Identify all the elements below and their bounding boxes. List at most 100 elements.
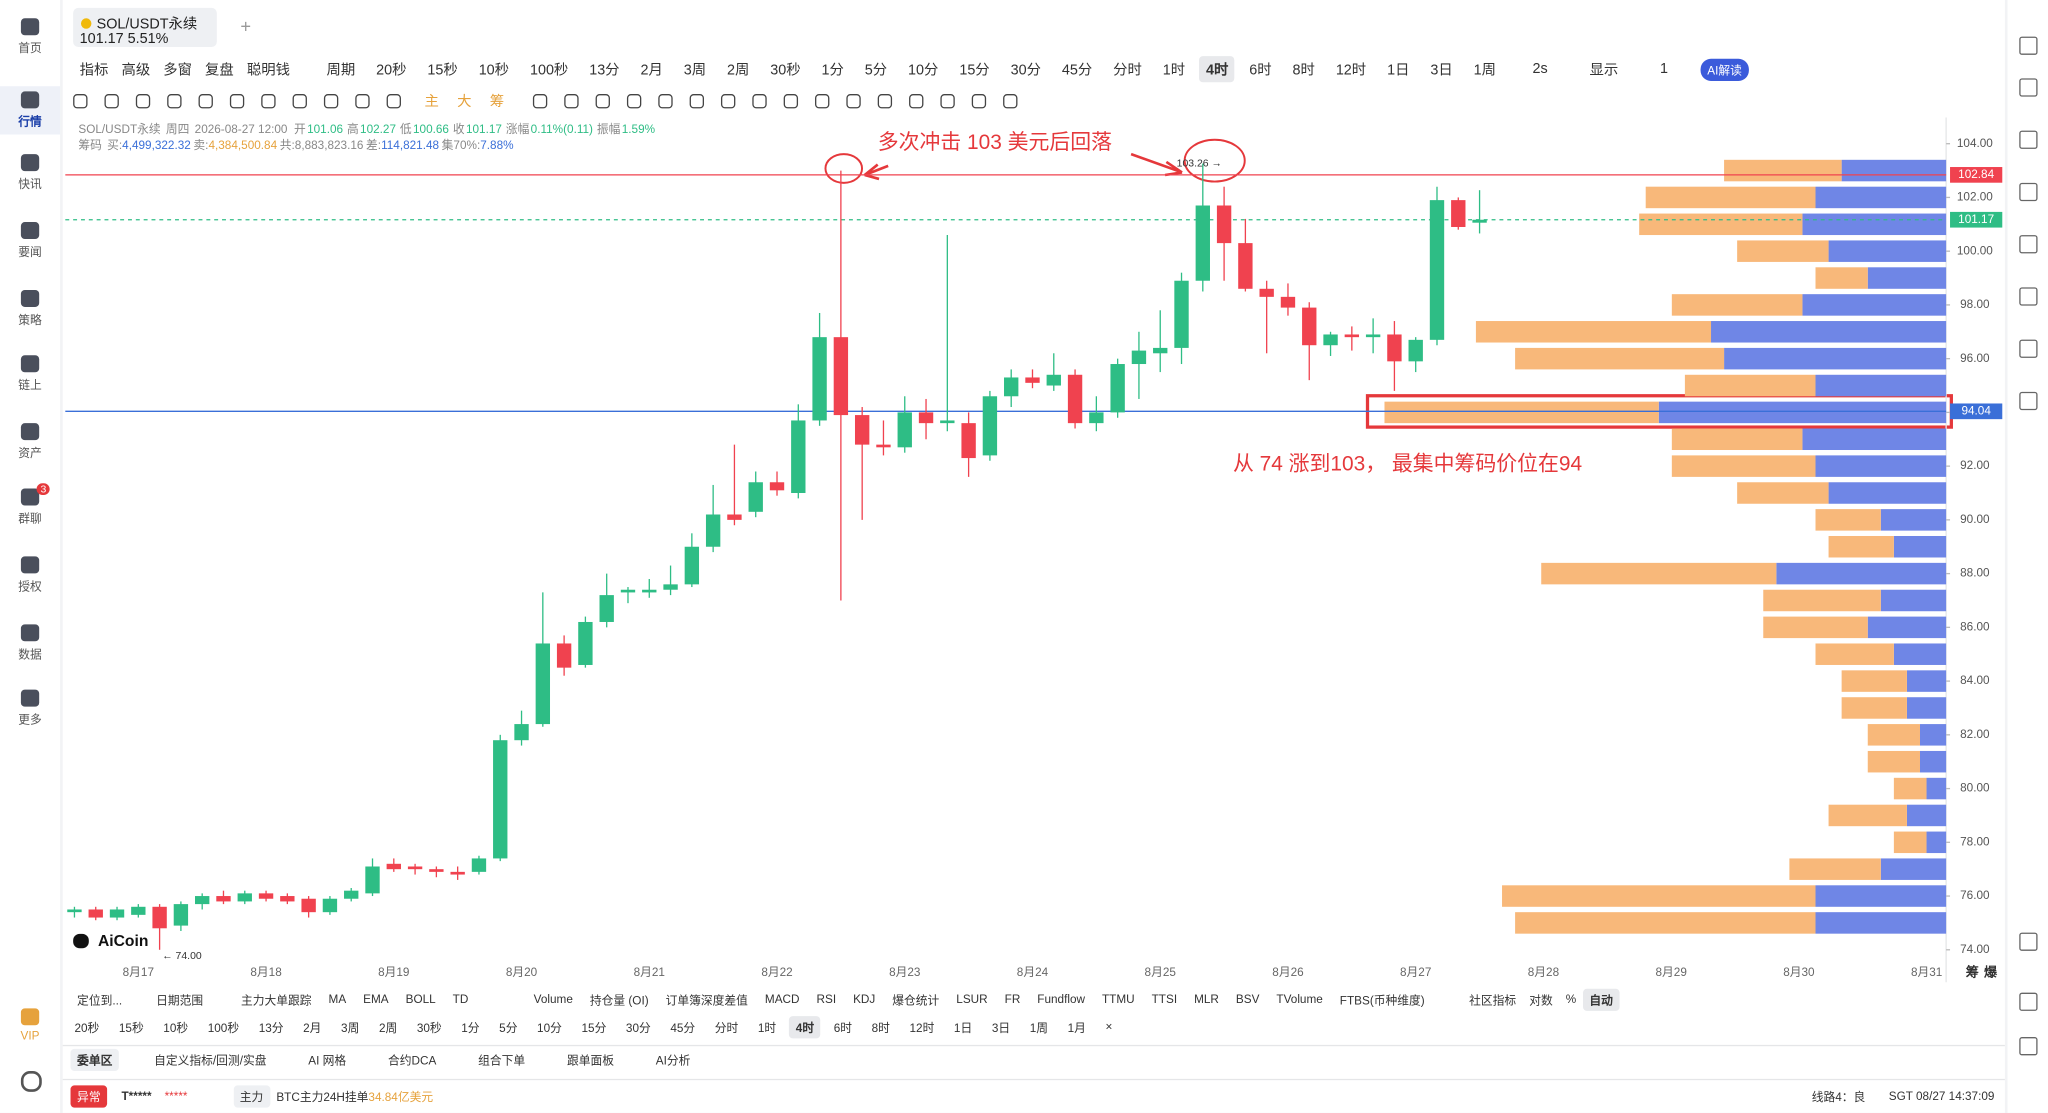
toolbar-extra[interactable]: AI解读 <box>1700 58 1749 81</box>
tool-icon[interactable] <box>2019 130 2038 149</box>
period-button[interactable]: 15秒 <box>118 1020 144 1034</box>
draw-tool-icon[interactable] <box>971 93 987 108</box>
toolbar-button[interactable]: 周期 <box>326 62 356 79</box>
sidebar-item[interactable]: 首页 <box>0 18 60 56</box>
period-button[interactable]: × <box>1105 1020 1113 1034</box>
tool-icon[interactable] <box>2019 339 2038 358</box>
indicator-item[interactable]: TD <box>452 992 469 1006</box>
period-button[interactable]: 1时 <box>1162 62 1186 79</box>
indicator-item[interactable]: EMA <box>363 992 389 1006</box>
tool-icon[interactable] <box>2019 287 2038 306</box>
period-button[interactable]: 分时 <box>1113 62 1142 79</box>
draw-tool-icon[interactable] <box>846 93 861 108</box>
sidebar-item[interactable]: 数据 <box>0 624 60 662</box>
period-button[interactable]: 30分 <box>625 1020 651 1034</box>
panel-tab[interactable]: 组合下单 <box>478 1053 526 1067</box>
period-button[interactable]: 3日 <box>991 1020 1011 1034</box>
period-button[interactable]: 20秒 <box>74 1020 100 1034</box>
sidebar-item[interactable]: 策略 <box>0 289 60 328</box>
period-button[interactable]: 10秒 <box>478 62 510 79</box>
draw-tool-icon[interactable] <box>783 93 799 108</box>
draw-tool-icon[interactable] <box>815 93 830 108</box>
period-button[interactable]: 1分 <box>821 62 844 79</box>
period-button[interactable]: 2周 <box>378 1020 398 1034</box>
draw-tool[interactable]: 主 <box>424 94 439 110</box>
draw-tool-icon[interactable] <box>720 93 736 108</box>
draw-tool-icon[interactable] <box>261 93 276 108</box>
period-button[interactable]: 3周 <box>341 1020 360 1034</box>
draw-tool-icon[interactable] <box>909 93 924 108</box>
draw-tool-icon[interactable] <box>386 93 401 108</box>
draw-tool-icon[interactable] <box>626 93 642 108</box>
indicator-item[interactable]: LSUR <box>956 992 988 1006</box>
toolbar-extra[interactable]: 1 <box>1660 61 1669 78</box>
indicator-item[interactable]: Volume <box>533 992 573 1006</box>
period-button[interactable]: 13分 <box>258 1020 284 1034</box>
period-button[interactable]: 30分 <box>1010 62 1041 79</box>
period-button[interactable]: 2周 <box>726 62 750 79</box>
sidebar-item[interactable]: 授权 <box>0 556 60 594</box>
period-button[interactable]: 15分 <box>959 62 990 79</box>
draw-tool-icon[interactable] <box>595 93 610 108</box>
toolbar-extra[interactable]: 显示 <box>1589 62 1619 79</box>
period-button[interactable]: 100秒 <box>207 1020 240 1034</box>
sidebar-item[interactable]: 资产 <box>0 423 60 461</box>
draw-tool-icon[interactable] <box>292 93 307 108</box>
draw-tool[interactable]: 筹 <box>489 94 505 110</box>
indicator-item[interactable]: FTBS(币种维度) <box>1339 993 1425 1007</box>
tool-icon[interactable] <box>2019 36 2038 55</box>
draw-tool-icon[interactable] <box>658 93 673 108</box>
toolbar-button[interactable]: 高级 <box>121 62 151 79</box>
period-button[interactable]: 1周 <box>1029 1020 1049 1034</box>
period-button[interactable]: 8时 <box>871 1020 890 1034</box>
toolbar-button[interactable]: 指标 <box>79 62 109 79</box>
period-button[interactable]: 1周 <box>1473 62 1496 79</box>
indicator-item[interactable]: MLR <box>1194 992 1219 1006</box>
period-button[interactable]: 2月 <box>640 62 663 79</box>
draw-tool-icon[interactable] <box>1003 93 1018 108</box>
indicator-item[interactable]: MACD <box>764 992 800 1006</box>
indicator-item[interactable]: 主力大单跟踪 <box>241 993 312 1007</box>
tool-icon[interactable] <box>2019 391 2038 411</box>
period-button[interactable]: 6时 <box>833 1020 852 1034</box>
indicator-option[interactable]: 社区指标 <box>1469 993 1517 1007</box>
indicator-item[interactable]: TTMU <box>1101 992 1135 1006</box>
period-button[interactable]: 10秒 <box>163 1020 189 1034</box>
period-button[interactable]: 1月 <box>1067 1020 1086 1034</box>
draw-tool-icon[interactable] <box>167 93 182 108</box>
panel-tab[interactable]: 委单区 <box>70 1048 119 1071</box>
tool-icon[interactable] <box>2019 235 2038 254</box>
indicator-item[interactable]: BSV <box>1235 992 1260 1006</box>
draw-tool-icon[interactable] <box>323 93 339 108</box>
period-button[interactable]: 3日 <box>1430 62 1453 79</box>
draw-tool-icon[interactable] <box>73 93 88 108</box>
sidebar-item[interactable]: 群聊 3 <box>0 483 60 526</box>
indicator-item[interactable]: MA <box>328 992 347 1006</box>
period-button[interactable]: 6时 <box>1249 62 1272 79</box>
indicator-item[interactable]: TVolume <box>1276 992 1323 1006</box>
toolbar-extra[interactable]: 2s <box>1532 61 1548 78</box>
sidebar-item[interactable]: 链上 <box>0 355 60 393</box>
period-button[interactable]: 45分 <box>670 1020 696 1034</box>
period-button[interactable]: 10分 <box>908 62 939 79</box>
indicator-item[interactable]: RSI <box>816 992 837 1006</box>
sidebar-item[interactable]: 行情 <box>0 86 61 135</box>
draw-tool-icon[interactable] <box>532 93 548 108</box>
sidebar-item[interactable]: 快讯 <box>0 154 60 192</box>
draw-tool-icon[interactable] <box>689 93 704 108</box>
period-button[interactable]: 分时 <box>714 1020 739 1034</box>
period-button[interactable]: 8时 <box>1292 62 1315 79</box>
draw-tool-icon[interactable] <box>104 93 119 108</box>
draw-tool[interactable]: 大 <box>457 94 472 110</box>
draw-tool-icon[interactable] <box>355 93 370 108</box>
period-button[interactable]: 2月 <box>303 1020 322 1034</box>
indicator-control[interactable]: 定位到... <box>77 993 123 1007</box>
draw-tool-icon[interactable] <box>877 93 893 108</box>
toolbar-button[interactable]: 复盘 <box>205 62 234 79</box>
indicator-item[interactable]: TTSI <box>1151 992 1178 1006</box>
tool-icon[interactable] <box>2019 1037 2038 1056</box>
draw-tool-icon[interactable] <box>564 93 579 108</box>
tool-icon[interactable] <box>2019 932 2038 951</box>
indicator-item[interactable]: BOLL <box>405 992 436 1006</box>
indicator-option[interactable]: 自动 <box>1582 988 1620 1011</box>
